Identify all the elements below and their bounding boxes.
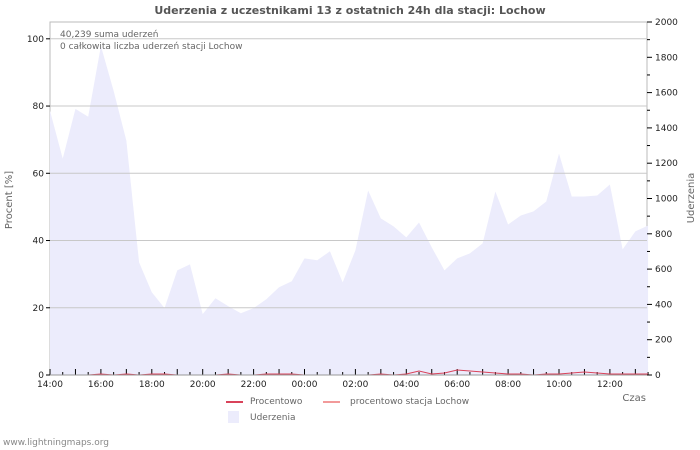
x-tick-label: 04:00 <box>393 380 419 390</box>
legend-procentowo: Procentowo <box>250 397 303 407</box>
right-tick-label: 1800 <box>655 53 678 63</box>
station-strikes-annotation: 0 całkowita liczba uderzeń stacji Lochow <box>60 42 243 52</box>
x-tick-label: 22:00 <box>241 380 267 390</box>
x-tick-label: 06:00 <box>444 380 470 390</box>
x-tick-label: 14:00 <box>37 380 63 390</box>
y-axis-label-right: Uderzenia <box>686 173 697 224</box>
y-axis-label-left: Procent [%] <box>4 171 15 229</box>
left-tick-label: 100 <box>27 35 44 45</box>
x-tick-label: 02:00 <box>342 380 368 390</box>
x-tick-label: 20:00 <box>190 380 216 390</box>
legend-station: procentowo stacja Lochow <box>350 397 470 407</box>
x-tick-label: 00:00 <box>292 380 318 390</box>
x-tick-label: 12:00 <box>597 380 623 390</box>
x-tick-label: 16:00 <box>88 380 114 390</box>
x-tick-label: 18:00 <box>139 380 165 390</box>
right-tick-label: 1000 <box>655 195 678 205</box>
right-tick-label: 0 <box>655 371 661 381</box>
left-tick-label: 80 <box>33 102 45 112</box>
x-tick-label: 08:00 <box>495 380 521 390</box>
right-tick-label: 200 <box>655 336 672 346</box>
right-tick-label: 600 <box>655 265 672 275</box>
legend-swatch-uderzenia <box>228 411 239 423</box>
right-tick-label: 800 <box>655 230 672 240</box>
left-tick-label: 60 <box>33 169 45 179</box>
left-tick-label: 20 <box>33 304 45 314</box>
chart-title: Uderzenia z uczestnikami 13 z ostatnich … <box>154 4 546 17</box>
total-strikes-annotation: 40,239 suma uderzeń <box>60 30 159 40</box>
uderzenia-area <box>50 46 649 376</box>
legend-uderzenia: Uderzenia <box>250 413 296 423</box>
right-tick-label: 2000 <box>655 18 678 28</box>
right-tick-label: 1200 <box>655 159 678 169</box>
right-tick-label: 1600 <box>655 89 678 99</box>
x-axis-label: Czas <box>622 393 646 404</box>
x-tick-label: 10:00 <box>546 380 572 390</box>
credit-link[interactable]: www.lightningmaps.org <box>3 438 109 448</box>
left-tick-label: 0 <box>38 371 44 381</box>
right-tick-label: 1400 <box>655 124 678 134</box>
left-tick-label: 40 <box>33 237 45 247</box>
right-tick-label: 400 <box>655 300 672 310</box>
